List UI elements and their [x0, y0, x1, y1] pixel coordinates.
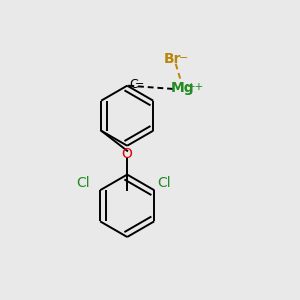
Text: Br: Br: [164, 52, 181, 66]
Text: Cl: Cl: [76, 176, 90, 190]
Text: Mg: Mg: [171, 81, 194, 95]
Text: −: −: [178, 53, 188, 63]
Text: O: O: [122, 147, 133, 161]
Text: ++: ++: [187, 82, 204, 92]
Text: C: C: [129, 78, 138, 91]
Text: −: −: [135, 79, 144, 89]
Text: Cl: Cl: [157, 176, 171, 190]
